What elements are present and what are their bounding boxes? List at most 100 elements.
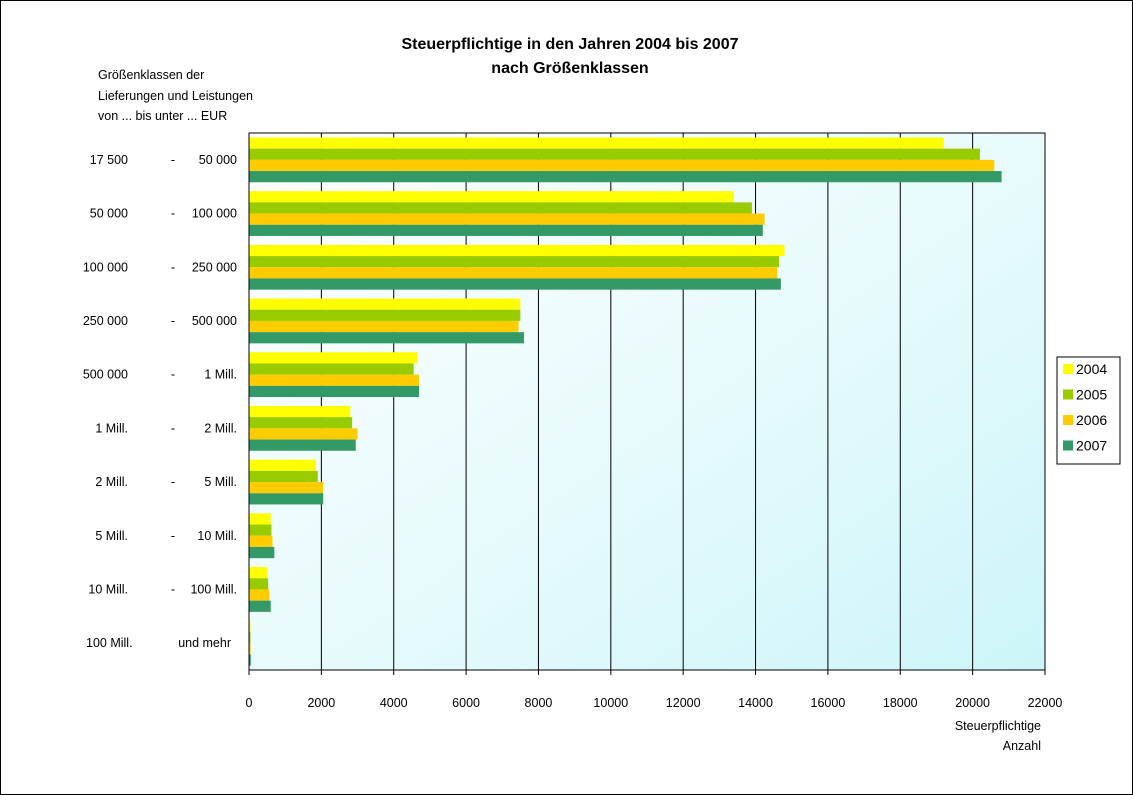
bar-2007	[249, 385, 420, 398]
category-label-to: und mehr	[178, 636, 231, 650]
bar-2006	[249, 535, 273, 547]
legend-swatch-2007	[1063, 440, 1073, 451]
category-label-separator: -	[171, 582, 175, 596]
bar-2006	[249, 320, 519, 333]
category-label-to: 50 000	[199, 153, 237, 167]
category-label-from: 5 Mill.	[95, 529, 128, 543]
legend-swatch-2005	[1063, 389, 1073, 400]
bar-2004	[249, 513, 271, 525]
bar-2005	[249, 578, 269, 590]
bar-2005	[249, 256, 780, 268]
category-axis-title-line-2: Lieferungen und Leistungen	[98, 89, 253, 103]
bar-2005	[249, 363, 414, 375]
x-tick-label: 0	[246, 696, 253, 710]
bar-2007	[249, 439, 356, 451]
category-label-from: 100 000	[83, 260, 128, 274]
category-label-to: 10 Mill.	[197, 529, 237, 543]
category-label-from: 250 000	[83, 314, 128, 328]
legend-swatch-2006	[1063, 415, 1073, 425]
category-label-separator: -	[171, 260, 175, 274]
bar-2006	[249, 589, 270, 601]
category-axis: 17 500 - 50 000 50 000 - 100 000 100 000 - 250 0…	[83, 153, 237, 650]
bar-2007	[249, 493, 324, 505]
x-tick-label: 6000	[452, 696, 480, 710]
x-tick-label: 20000	[955, 696, 990, 710]
legend-label-2004: 2004	[1076, 361, 1107, 377]
category-label-from: 1 Mill.	[95, 421, 128, 435]
category-label-from: 17 500	[90, 153, 128, 167]
legend-label-2005: 2005	[1076, 387, 1107, 403]
bar-2007	[249, 224, 763, 236]
bar-2007	[249, 171, 1002, 183]
bar-2006	[249, 213, 765, 225]
bar-2005	[249, 309, 521, 321]
bar-2004	[249, 244, 785, 257]
bar-2006	[249, 267, 778, 279]
bar-2006	[249, 428, 358, 440]
chart-title-line-1: Steuerpflichtige in den Jahren 2004 bis …	[401, 36, 738, 53]
value-axis: 0 2000 4000 6000 8000 10000 12000 14000 16000 180…	[246, 670, 1063, 710]
x-tick-label: 18000	[883, 696, 918, 710]
x-tick-label: 2000	[307, 696, 335, 710]
category-label-from: 50 000	[90, 207, 128, 221]
bar-2006	[249, 159, 995, 172]
plot-border	[248, 132, 1046, 671]
category-label-separator: -	[171, 314, 175, 328]
category-label-to: 2 Mill.	[204, 421, 237, 435]
bar-2004	[249, 459, 316, 471]
legend-label-2007: 2007	[1076, 438, 1107, 454]
bar-2005	[249, 470, 318, 483]
bar-2005	[249, 148, 980, 160]
category-label-to: 500 000	[192, 314, 237, 328]
category-label-from: 2 Mill.	[95, 475, 128, 489]
bar-2004	[249, 567, 268, 579]
bar-2004	[249, 137, 944, 149]
category-label-to: 5 Mill.	[204, 475, 237, 489]
category-label-from: 10 Mill.	[88, 582, 128, 596]
category-label-separator: -	[171, 207, 175, 221]
bar-2004	[249, 352, 418, 364]
bar-2007	[249, 654, 251, 666]
category-label-to: 100 Mill.	[190, 582, 237, 596]
bar-2007	[249, 332, 524, 344]
x-tick-label: 4000	[380, 696, 408, 710]
bar-2005	[249, 631, 251, 644]
chart-title-line-2: nach Größenklassen	[491, 60, 648, 77]
x-tick-label: 10000	[593, 696, 628, 710]
legend-swatch-2004	[1063, 364, 1073, 374]
bar-2004	[249, 405, 351, 418]
bar-2005	[249, 202, 752, 214]
bar-2005	[249, 524, 272, 536]
category-axis-title-line-1: Größenklassen der	[98, 68, 204, 82]
category-label-to: 250 000	[192, 260, 237, 274]
category-label-from: 500 000	[83, 368, 128, 382]
legend-label-2006: 2006	[1076, 412, 1107, 428]
value-axis-title-line-2: Anzahl	[1003, 739, 1041, 753]
bar-2006	[249, 374, 420, 386]
category-label-to: 1 Mill.	[204, 368, 237, 382]
x-tick-label: 8000	[525, 696, 553, 710]
bar-2006	[249, 482, 324, 494]
x-tick-label: 16000	[811, 696, 846, 710]
category-label-separator: -	[171, 475, 175, 489]
bar-2006	[249, 643, 251, 655]
category-label-separator: -	[171, 529, 175, 543]
category-axis-title-line-3: von ... bis unter ... EUR	[98, 109, 227, 123]
category-label-separator: -	[171, 153, 175, 167]
category-label-separator: -	[171, 368, 175, 382]
value-axis-title-line-1: Steuerpflichtige	[955, 719, 1041, 733]
x-tick-label: 12000	[666, 696, 701, 710]
bar-2007	[249, 600, 271, 612]
legend: 2004 2005 2006 2007	[1056, 356, 1121, 465]
category-label-separator: -	[171, 421, 175, 435]
bar-2007	[249, 278, 781, 290]
bar-2005	[249, 417, 353, 429]
category-label-from: 100 Mill.	[86, 636, 133, 650]
category-label-to: 100 000	[192, 207, 237, 221]
x-tick-label: 22000	[1028, 696, 1063, 710]
bar-2004	[249, 191, 734, 203]
bars	[249, 137, 1002, 666]
bar-2004	[249, 620, 251, 632]
bar-2007	[249, 546, 275, 559]
